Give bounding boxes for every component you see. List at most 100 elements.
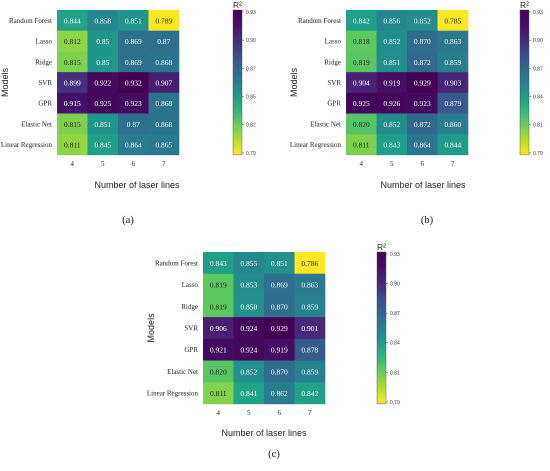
cell-value-label: 0.852 [383, 37, 400, 46]
cell-value-label: 0.856 [383, 16, 400, 25]
heatmap-cell [437, 134, 469, 156]
cell-value-label: 0.820 [353, 120, 370, 129]
y-tick-label: Random Forest [298, 17, 341, 25]
heatmap-cell [57, 134, 88, 156]
x-tick-label: 4 [217, 409, 221, 417]
y-tick-label: Elastic Net [21, 120, 52, 128]
heatmap-cell [233, 295, 265, 318]
heatmap-cell [346, 10, 377, 31]
cell-value-label: 0.852 [240, 367, 257, 376]
cell-value-label: 0.85 [96, 58, 109, 67]
heatmap-cell [57, 113, 88, 135]
heatmap-cell [264, 295, 295, 318]
cell-value-label: 0.878 [301, 346, 318, 355]
heatmap-cell [407, 72, 438, 94]
x-tick-label: 7 [162, 160, 166, 168]
heatmap-cell [148, 134, 180, 156]
colorbar-tick-label: 0.81 [533, 123, 543, 129]
heatmap-cell [57, 10, 88, 31]
heatmap-cell [87, 51, 119, 73]
heatmap-cell [233, 317, 265, 340]
heatmap-panel-b: 0.842 0.856 0.852 0.785 0.818 0.852 0.870 0.863… [289, 0, 543, 226]
colorbar-tick-label: 0.87 [533, 66, 543, 72]
colorbar-title: R² [520, 0, 529, 10]
cell-value-label: 0.819 [210, 302, 227, 311]
panel-label: (b) [421, 215, 434, 226]
cell-value-label: 0.819 [353, 58, 370, 67]
heatmap-cell [148, 30, 180, 52]
cell-value-label: 0.925 [353, 99, 370, 108]
cell-value-label: 0.841 [240, 389, 257, 398]
cell-value-label: 0.863 [301, 281, 318, 290]
colorbar-tick-label: 0.85 [246, 95, 256, 101]
cell-value-label: 0.851 [383, 58, 400, 67]
heatmap-cell [87, 134, 119, 156]
cell-value-label: 0.923 [414, 99, 431, 108]
heatmap-cell [148, 113, 180, 135]
cell-value-label: 0.869 [125, 37, 142, 46]
cell-value-label: 0.842 [353, 16, 370, 25]
heatmap-cell [437, 92, 469, 114]
cell-value-label: 0.855 [240, 259, 257, 268]
heatmap-cell [437, 113, 469, 135]
cell-value-label: 0.786 [301, 259, 318, 268]
heatmap-cell [407, 51, 438, 73]
y-tick-label: Linear Regression [1, 141, 53, 149]
heatmap-cell [87, 72, 119, 94]
cell-value-label: 0.864 [414, 141, 431, 150]
cell-value-label: 0.919 [271, 346, 288, 355]
heatmap-cell [118, 92, 149, 114]
heatmap-cell [264, 338, 295, 361]
cell-value-label: 0.924 [240, 346, 257, 355]
heatmap-cell [57, 92, 88, 114]
heatmap-cell [437, 30, 469, 52]
cell-value-label: 0.925 [94, 99, 111, 108]
heatmap-cell [376, 51, 408, 73]
heatmap-cell [407, 10, 438, 31]
heatmap-cell [203, 317, 234, 340]
cell-value-label: 0.906 [210, 324, 227, 333]
cell-value-label: 0.919 [383, 78, 400, 87]
cell-value-label: 0.859 [444, 58, 461, 67]
heatmap-cell [118, 72, 149, 94]
cell-value-label: 0.863 [444, 37, 461, 46]
cell-value-label: 0.899 [64, 78, 81, 87]
cell-value-label: 0.851 [94, 120, 111, 129]
y-tick-label: Linear Regression [290, 141, 342, 149]
cell-value-label: 0.87 [157, 37, 170, 46]
x-tick-label: 6 [278, 409, 282, 417]
colorbar-tick-label: 0.79 [390, 400, 400, 406]
cell-value-label: 0.862 [271, 389, 288, 398]
heatmap-cell [346, 134, 377, 156]
colorbar-title: R² [233, 0, 242, 10]
heatmap-cell [148, 72, 180, 94]
heatmap-cell [118, 30, 149, 52]
heatmap-cell [346, 30, 377, 52]
y-tick-label: Ridge [324, 58, 341, 66]
cell-value-label: 0.843 [383, 141, 400, 150]
cell-value-label: 0.844 [444, 141, 461, 150]
cell-value-label: 0.845 [94, 141, 111, 150]
cell-value-label: 0.843 [210, 259, 227, 268]
cell-value-label: 0.864 [125, 141, 142, 150]
cell-value-label: 0.820 [210, 367, 227, 376]
colorbar-tick-label: 0.90 [246, 38, 256, 44]
colorbar [376, 251, 387, 405]
cell-value-label: 0.870 [271, 302, 288, 311]
heatmap-cell [233, 273, 265, 296]
panel-label: (c) [268, 449, 280, 460]
cell-value-label: 0.907 [155, 78, 172, 87]
heatmap-cell [346, 51, 377, 73]
y-axis-title: Models [146, 313, 156, 343]
cell-value-label: 0.859 [301, 367, 318, 376]
colorbar-tick-label: 0.90 [390, 282, 400, 288]
x-tick-label: 5 [247, 409, 251, 417]
heatmap-cell [148, 10, 180, 31]
heatmap-cell [87, 92, 119, 114]
heatmap-cell [57, 51, 88, 73]
heatmap-cell [407, 30, 438, 52]
y-tick-label: SVR [38, 79, 52, 87]
heatmap-cell [346, 113, 377, 135]
x-tick-label: 7 [308, 409, 312, 417]
heatmap-cell [87, 113, 119, 135]
